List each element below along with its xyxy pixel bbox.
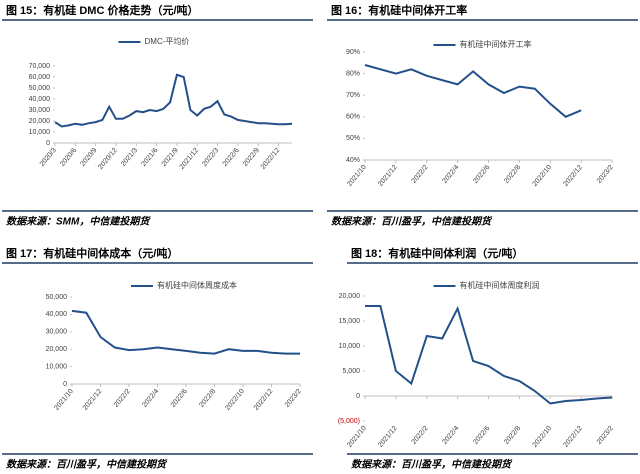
- x-tick-label: 2022/12: [562, 425, 584, 449]
- y-tick-label: 40,000: [46, 311, 68, 318]
- y-tick-label: 50,000: [46, 294, 68, 301]
- y-tick-label: 15,000: [339, 318, 361, 325]
- legend-label: 有机硅中间体开工率: [460, 39, 532, 49]
- y-tick-label: 40%: [346, 157, 360, 164]
- x-tick-label: 2022/2: [113, 388, 132, 409]
- x-tick-label: 2021/9: [161, 147, 180, 168]
- x-tick-label: 2022/12: [253, 388, 275, 412]
- x-tick-label: 2022/12: [562, 164, 584, 188]
- y-tick-label: (5,000): [338, 418, 360, 425]
- y-tick-label: 20,000: [29, 118, 51, 125]
- x-tick-label: 2020/9: [79, 147, 98, 168]
- legend-label: 有机硅中间体周度成本: [157, 280, 237, 290]
- chart-title: 图 17：有机硅中间体成本（元/吨）: [6, 246, 178, 260]
- x-tick-label: 2021/3: [120, 147, 139, 168]
- x-tick-label: 2022/10: [532, 425, 554, 449]
- legend-label: DMC-平均价: [145, 36, 190, 46]
- data-line: [71, 309, 300, 355]
- x-tick-label: 2022/6: [472, 164, 491, 185]
- x-tick-label: 2021/12: [82, 388, 104, 412]
- y-tick-label: 30,000: [46, 329, 68, 336]
- x-tick-label: 2022/8: [503, 164, 522, 185]
- y-tick-label: 5,000: [342, 368, 360, 375]
- x-tick-label: 2022/8: [503, 425, 522, 446]
- x-tick-label: 2021/6: [140, 147, 159, 168]
- x-tick-label: 2022/4: [441, 164, 460, 185]
- x-tick-label: 2023/2: [284, 388, 303, 409]
- y-tick-label: 0: [46, 140, 50, 147]
- x-tick-label: 2020/3: [39, 147, 58, 168]
- x-tick-label: 2021/12: [377, 425, 399, 449]
- y-tick-label: 60,000: [29, 74, 51, 81]
- y-tick-label: 90%: [346, 49, 360, 56]
- y-tick-label: 40,000: [29, 96, 51, 103]
- source-note: 数据来源：百川盈孚，中信建投期货: [331, 216, 493, 228]
- x-tick-label: 2022/4: [141, 388, 160, 409]
- x-tick-label: 2022/10: [224, 388, 246, 412]
- y-tick-label: 50%: [346, 135, 360, 142]
- x-tick-label: 2022/2: [411, 164, 430, 185]
- y-tick-label: 10,000: [339, 343, 361, 350]
- x-tick-label: 2022/6: [170, 388, 189, 409]
- x-tick-label: 2021/12: [377, 164, 399, 188]
- x-tick-label: 2022/6: [472, 425, 491, 446]
- x-tick-label: 2022/4: [441, 425, 460, 446]
- chart-title: 图 16：有机硅中间体开工率: [331, 3, 467, 17]
- chart-title: 图 18：有机硅中间体利润（元/吨）: [351, 246, 523, 260]
- x-tick-label: 2022/8: [198, 388, 217, 409]
- x-tick-label: 2021/10: [346, 164, 368, 188]
- x-tick-label: 2023/2: [596, 425, 615, 446]
- x-tick-label: 2021/10: [53, 388, 75, 412]
- x-tick-label: 2023/2: [596, 164, 615, 185]
- source-note: 数据来源：百川盈孚，中信建投期货: [351, 459, 513, 471]
- data-line: [54, 73, 293, 128]
- y-tick-label: 60%: [346, 114, 360, 121]
- x-tick-label: 2020/6: [59, 147, 78, 168]
- y-tick-label: 0: [356, 393, 360, 400]
- x-tick-label: 2021/12: [179, 147, 201, 171]
- x-tick-label: 2022/9: [242, 147, 261, 168]
- x-tick-label: 2022/12: [260, 147, 282, 171]
- legend-label: 有机硅中间体周度利润: [460, 280, 540, 290]
- x-tick-label: 2022/6: [222, 147, 241, 168]
- x-tick-label: 2020/12: [97, 147, 119, 171]
- x-tick-label: 2021/10: [346, 425, 368, 449]
- y-tick-label: 80%: [346, 70, 360, 77]
- y-tick-label: 20,000: [46, 346, 68, 353]
- x-tick-label: 2022/3: [201, 147, 220, 168]
- y-tick-label: 0: [63, 381, 67, 388]
- y-tick-label: 10,000: [46, 363, 68, 370]
- y-tick-label: 70,000: [29, 63, 51, 70]
- chart-title: 图 15：有机硅 DMC 价格走势（元/吨）: [6, 3, 199, 17]
- y-tick-label: 10,000: [29, 129, 51, 136]
- y-tick-label: 50,000: [29, 85, 51, 92]
- y-tick-label: 20,000: [339, 293, 361, 300]
- data-line: [365, 305, 613, 405]
- x-tick-label: 2022/10: [532, 164, 554, 188]
- data-line: [364, 64, 582, 118]
- x-tick-label: 2022/2: [411, 425, 430, 446]
- y-tick-label: 70%: [346, 92, 360, 99]
- y-tick-label: 30,000: [29, 107, 51, 114]
- source-note: 数据来源：SMM，中信建投期货: [6, 216, 151, 228]
- source-note: 数据来源：百川盈孚，中信建投期货: [6, 459, 168, 471]
